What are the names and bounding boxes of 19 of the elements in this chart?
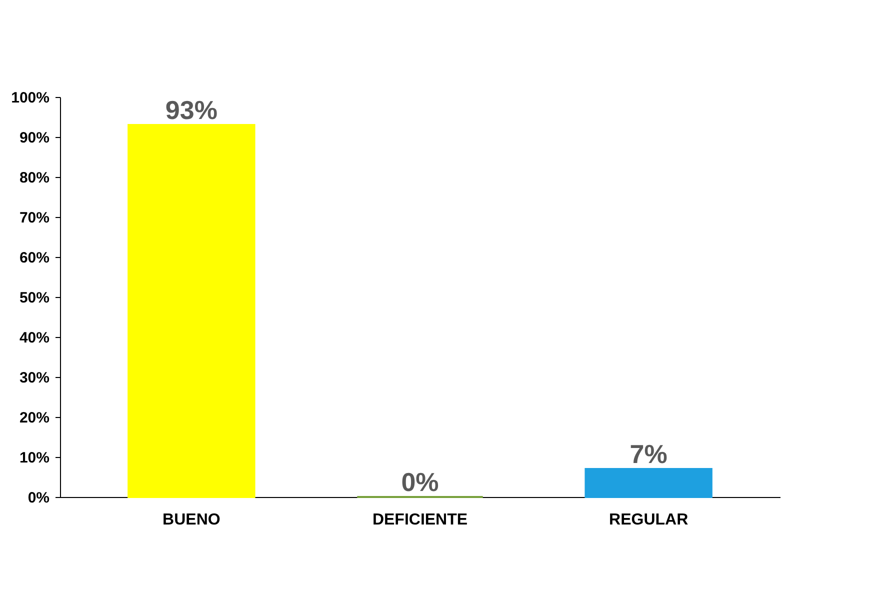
y-tick-label: 70% [19,210,50,226]
y-tick-label: 0% [28,490,50,506]
y-tick-label: 30% [19,370,50,386]
y-tick-label: 40% [19,330,50,346]
bar [584,468,712,498]
y-tick-label: 90% [19,130,50,146]
x-tick-label: DEFICIENTE [372,512,468,528]
y-tick-label: 20% [19,410,50,426]
x-tick-label: BUENO [162,512,220,528]
y-tick-label: 50% [19,290,50,306]
y-tick-label: 80% [19,170,50,186]
y-tick-label: 60% [19,250,50,266]
bar [128,124,256,498]
y-tick-label: 10% [19,450,50,466]
x-tick-label: REGULAR [609,512,689,528]
y-tick-label: 100% [11,90,50,106]
data-label: 93% [165,95,218,125]
data-label: 0% [401,467,439,497]
data-label: 7% [630,439,668,469]
